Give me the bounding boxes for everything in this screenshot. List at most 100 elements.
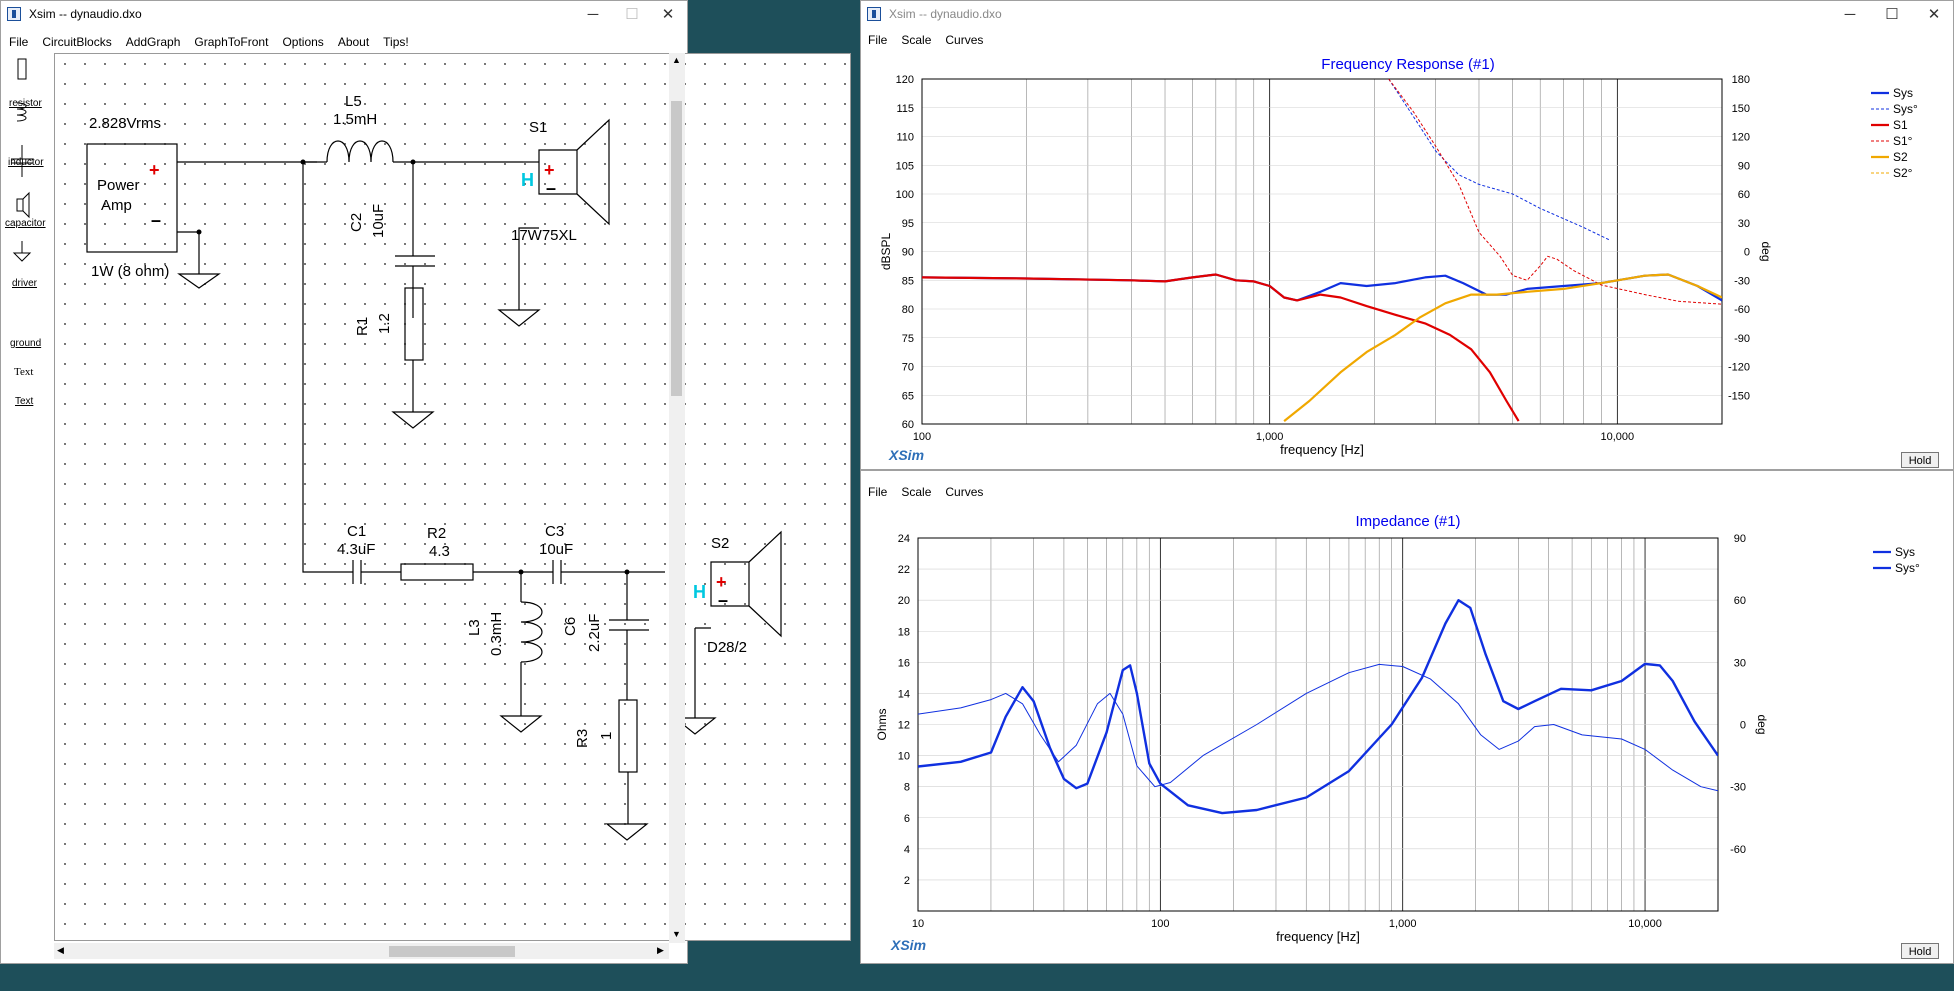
inductor-l5[interactable] — [326, 140, 394, 163]
s1-h-icon: H — [521, 170, 534, 190]
power-amp-block[interactable] — [86, 143, 178, 253]
minimize-icon[interactable]: ─ — [587, 6, 599, 23]
menu-curves[interactable]: Curves — [945, 485, 984, 499]
schematic-titlebar[interactable]: Xsim -- dynaudio.dxo ─ ☐ ✕ — [1, 1, 687, 29]
y-tick-label: 115 — [896, 103, 914, 115]
close-icon[interactable]: ✕ — [1927, 6, 1941, 23]
capacitor-c3[interactable] — [473, 560, 665, 584]
menu-file[interactable]: File — [868, 485, 888, 499]
resistor-r1[interactable] — [404, 287, 424, 361]
resistor-r3[interactable] — [618, 699, 638, 773]
driver-icon — [16, 191, 30, 219]
plot-frame — [917, 537, 1719, 912]
x-tick-label: 1,000 — [1256, 431, 1284, 443]
y2-tick-label: 180 — [1732, 74, 1750, 86]
menu-file[interactable]: File — [868, 33, 888, 47]
tool-label-resistor[interactable]: resistor — [9, 98, 42, 109]
maximize-icon[interactable]: ☐ — [625, 6, 639, 23]
y2-tick-label: -60 — [1734, 304, 1750, 316]
y2-tick-label: 60 — [1738, 189, 1750, 201]
driver-s1[interactable] — [538, 118, 610, 226]
menu-addgraph[interactable]: AddGraph — [125, 35, 181, 49]
inductor-l3[interactable] — [520, 601, 543, 663]
menu-scale[interactable]: Scale — [901, 485, 932, 499]
driver-s2[interactable] — [710, 530, 782, 638]
capacitor-c6[interactable] — [609, 572, 649, 660]
tool-label-ground[interactable]: ground — [10, 338, 42, 349]
app-icon — [7, 7, 21, 21]
y-tick-label: 18 — [898, 626, 910, 638]
schematic-canvas[interactable]: + – + – H + – H 2.828Vrms Power Amp 1W (… — [54, 53, 851, 941]
tool-label-driver[interactable]: driver — [12, 278, 38, 289]
s2-model-label: D28/2 — [707, 639, 747, 656]
chart-legend: Sys Sys° — [1873, 545, 1920, 575]
freq-chart[interactable]: 60 65 70 75 80 85 90 95 100 105 110 115 120 -150 -120 -… — [861, 51, 1954, 471]
tool-label-text[interactable]: Text — [15, 396, 34, 407]
menu-scale[interactable]: Scale — [901, 33, 932, 47]
v-scrollbar[interactable]: ▲ ▼ — [669, 53, 685, 943]
menu-tips[interactable]: Tips! — [383, 35, 409, 49]
legend-label: S2 — [1893, 150, 1908, 164]
driver-tool[interactable] — [16, 191, 30, 219]
h-scroll-thumb[interactable] — [389, 946, 515, 957]
series-line-1 — [918, 663, 1718, 792]
freq-titlebar[interactable]: Xsim -- dynaudio.dxo ─ ☐ ✕ — [861, 1, 1953, 29]
y-tick-label: 105 — [896, 160, 914, 172]
tool-label-inductor[interactable]: inductor — [8, 157, 44, 168]
imp-hold-button[interactable]: Hold — [1901, 943, 1939, 959]
resistor-tool[interactable] — [17, 58, 27, 80]
y-tick-label: 6 — [904, 813, 910, 825]
scroll-right-icon[interactable]: ▶ — [657, 945, 664, 955]
maximize-icon[interactable]: ☐ — [1885, 6, 1899, 23]
r1-ground-icon — [391, 360, 435, 429]
y-tick-label: 24 — [898, 533, 910, 545]
r3-value-label: 1 — [598, 732, 615, 740]
s2-plus-icon: + — [716, 572, 727, 592]
scroll-down-icon[interactable]: ▼ — [672, 929, 681, 939]
close-icon[interactable]: ✕ — [661, 6, 675, 23]
s1-model-label: 17W75XL — [511, 227, 577, 244]
amp-name-label-1: Power — [97, 177, 140, 194]
y-tick-label: 70 — [902, 362, 914, 374]
menu-graphtofront[interactable]: GraphToFront — [194, 35, 269, 49]
x-tick-label: 100 — [913, 431, 931, 443]
minimize-icon[interactable]: ─ — [1844, 6, 1856, 23]
v-scroll-thumb[interactable] — [671, 101, 682, 396]
x-tick-label: 10 — [912, 918, 924, 930]
toolbar-icons — [11, 58, 33, 262]
freq-hold-button[interactable]: Hold — [1901, 452, 1939, 468]
h-scrollbar[interactable]: ◀ ▶ — [54, 943, 669, 959]
capacitor-c2[interactable] — [395, 162, 435, 318]
menu-options[interactable]: Options — [282, 35, 324, 49]
y2-tick-label: -30 — [1730, 782, 1746, 794]
ground-tool[interactable] — [12, 241, 32, 262]
legend-label: Sys — [1893, 86, 1913, 100]
tool-label-capacitor[interactable]: capacitor — [5, 218, 46, 229]
capacitor-tool[interactable] — [11, 145, 33, 177]
scroll-left-icon[interactable]: ◀ — [57, 945, 64, 955]
menu-about[interactable]: About — [337, 35, 370, 49]
chart-series — [922, 79, 1722, 422]
inductor-tool[interactable] — [16, 102, 27, 122]
capacitor-c1[interactable] — [352, 560, 401, 584]
menu-curves[interactable]: Curves — [945, 33, 984, 47]
y2-tick-label: 0 — [1740, 720, 1746, 732]
legend-label: S1° — [1893, 134, 1913, 148]
scroll-up-icon[interactable]: ▲ — [672, 55, 681, 65]
imp-brand-logo: XSim — [891, 937, 927, 953]
menu-file[interactable]: File — [9, 35, 29, 49]
l5-value-label: 1.5mH — [333, 111, 377, 128]
schematic-window: Xsim -- dynaudio.dxo ─ ☐ ✕ File CircuitBl… — [0, 0, 851, 964]
resistor-r2[interactable] — [400, 563, 474, 581]
tool-text-icon[interactable]: Text — [14, 366, 34, 378]
y2-axis-label: deg — [1759, 241, 1773, 261]
c2-value-label: 10uF — [370, 204, 387, 238]
menu-circuitblocks[interactable]: CircuitBlocks — [42, 35, 112, 49]
y2-tick-label: 0 — [1744, 247, 1750, 259]
chart-series — [918, 599, 1718, 815]
amp-voltage-label: 2.828Vrms — [89, 115, 161, 132]
imp-graph-title: Impedance (#1) — [1355, 513, 1461, 530]
freq-menubar: File Scale Curves — [861, 29, 1953, 51]
x-tick-label: 100 — [1151, 918, 1169, 930]
